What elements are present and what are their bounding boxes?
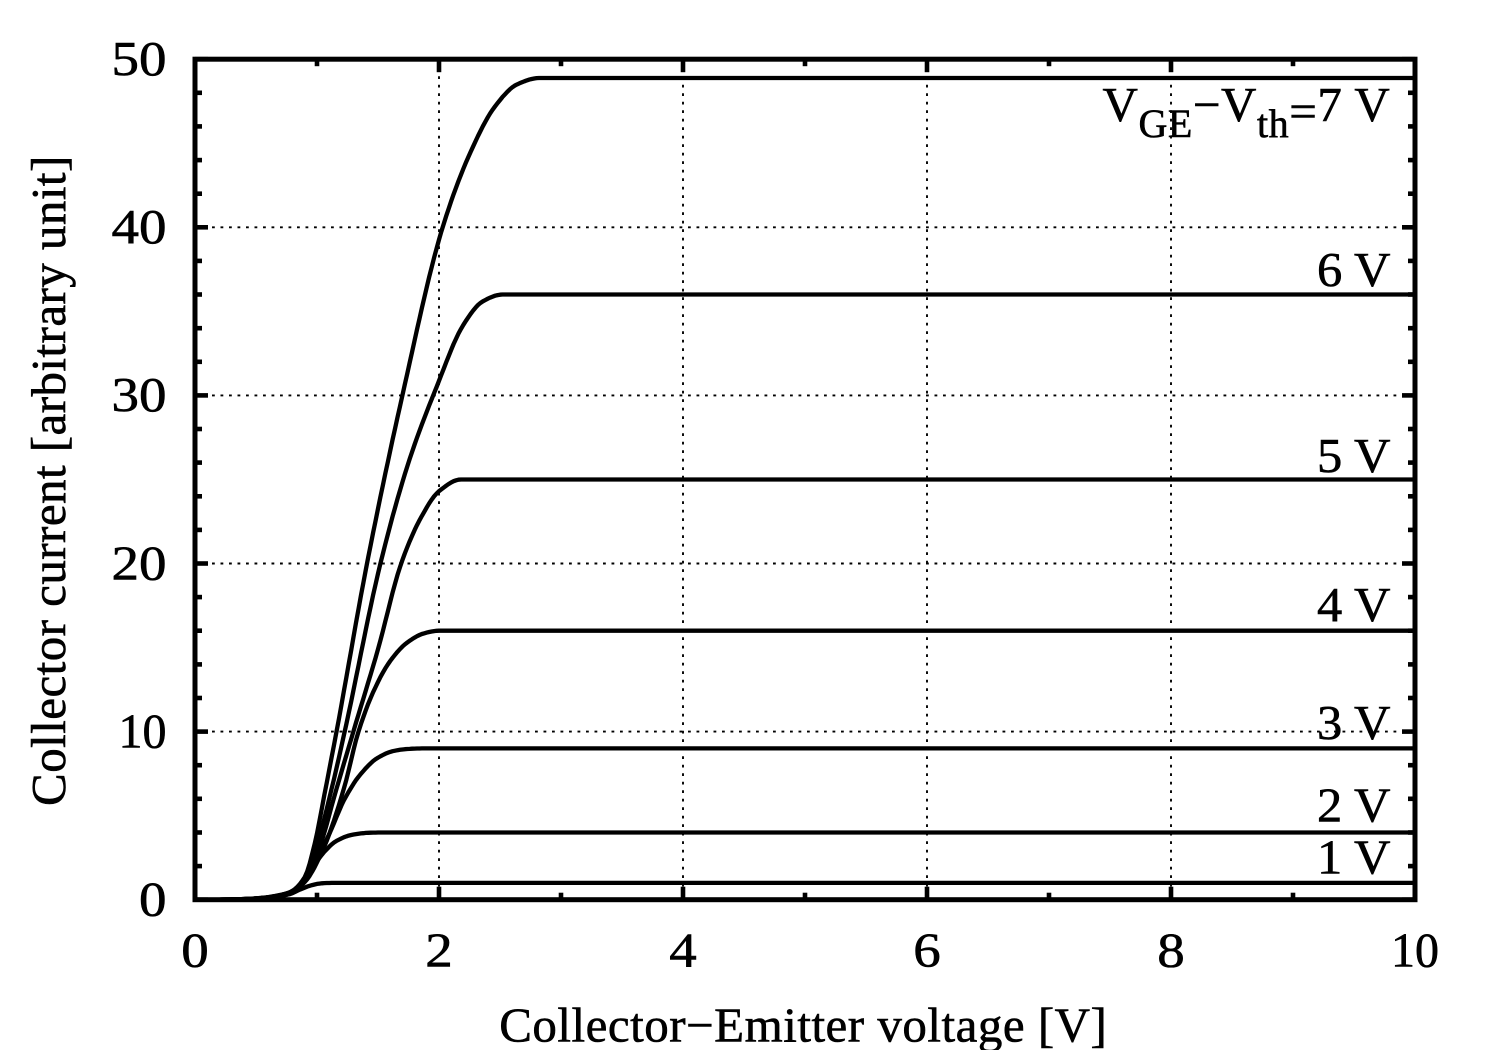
svg-text:5 V: 5 V (1317, 428, 1391, 483)
svg-text:3 V: 3 V (1317, 695, 1391, 750)
svg-text:6 V: 6 V (1317, 242, 1391, 297)
svg-text:0: 0 (139, 872, 167, 927)
svg-text:10: 10 (1391, 923, 1439, 978)
svg-text:2: 2 (425, 923, 453, 978)
svg-text:40: 40 (112, 199, 167, 254)
svg-text:10: 10 (119, 703, 167, 758)
svg-text:30: 30 (112, 367, 167, 422)
svg-text:1 V: 1 V (1317, 830, 1391, 885)
svg-text:Collector−Emitter voltage [V]: Collector−Emitter voltage [V] (499, 998, 1107, 1050)
svg-text:4: 4 (669, 923, 697, 978)
svg-text:20: 20 (112, 535, 167, 590)
svg-text:0: 0 (181, 923, 209, 978)
svg-text:2 V: 2 V (1317, 778, 1391, 833)
svg-text:6: 6 (913, 923, 941, 978)
svg-text:8: 8 (1157, 923, 1185, 978)
svg-text:Collector current [arbitrary u: Collector current [arbitrary unit] (21, 155, 76, 806)
svg-text:50: 50 (112, 31, 167, 86)
svg-text:4 V: 4 V (1317, 577, 1391, 632)
